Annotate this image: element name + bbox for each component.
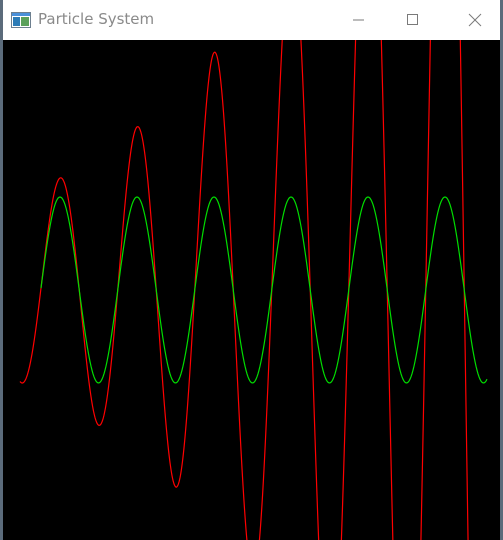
minimize-icon bbox=[353, 19, 364, 21]
maximize-icon bbox=[407, 14, 418, 25]
sine-curve bbox=[40, 196, 488, 384]
growing-sine-curve bbox=[19, 40, 469, 540]
close-icon bbox=[468, 13, 482, 27]
close-button[interactable] bbox=[446, 0, 503, 40]
window-title: Particle System bbox=[38, 10, 155, 28]
minimize-button[interactable] bbox=[330, 0, 388, 40]
render-canvas[interactable] bbox=[3, 40, 500, 540]
window-frame-left bbox=[0, 0, 3, 540]
app-icon bbox=[11, 12, 31, 28]
maximize-button[interactable] bbox=[384, 0, 442, 40]
title-bar[interactable]: Particle System bbox=[3, 0, 500, 40]
particle-plot bbox=[19, 40, 488, 540]
window-frame-right bbox=[500, 0, 503, 540]
